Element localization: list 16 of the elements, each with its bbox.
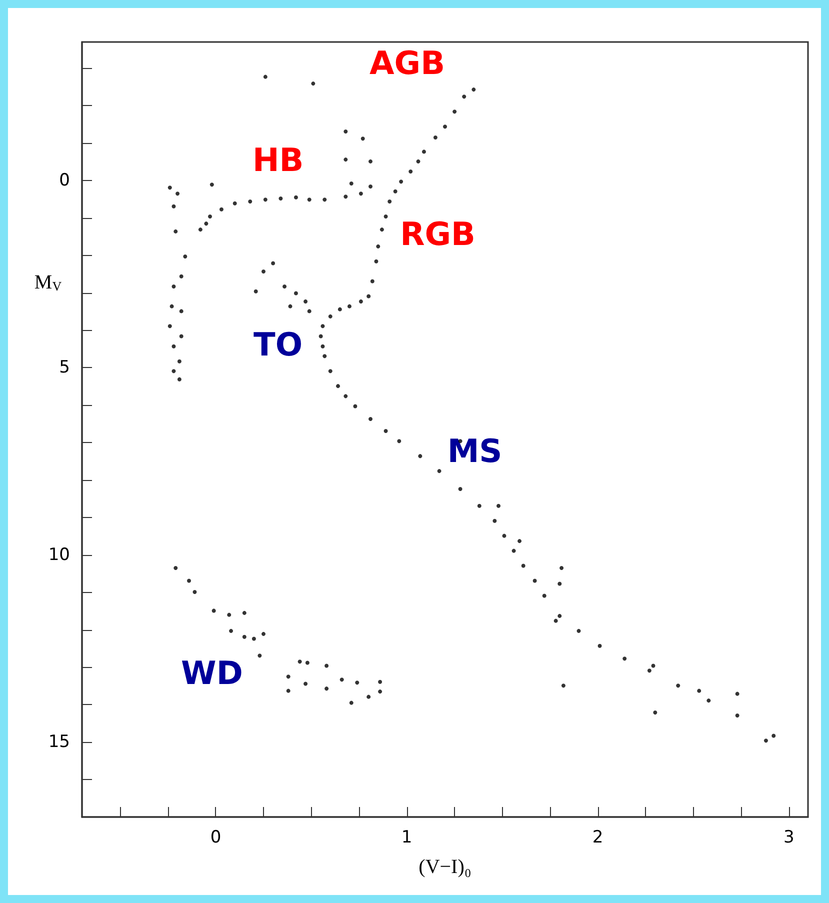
y-tick-label: 10 (48, 544, 70, 565)
y-axis-title: MV (34, 271, 62, 294)
x-tick-label: 3 (783, 828, 794, 848)
y-tick-label: 0 (59, 170, 70, 191)
annotation: RGB (400, 215, 476, 254)
annotation: WD (181, 654, 243, 692)
annotation: HB (252, 140, 304, 179)
y-tick-label: 15 (48, 732, 70, 752)
annotation: TO (254, 325, 303, 364)
x-tick-label: 1 (401, 828, 412, 848)
annotation: AGB (370, 44, 445, 82)
x-tick-label: 2 (592, 828, 604, 848)
y-tick-label: 5 (59, 358, 70, 378)
x-tick-label: 0 (210, 828, 222, 848)
x-axis-title: (V−I)₀ (418, 856, 472, 878)
annotation: MS (447, 432, 502, 470)
